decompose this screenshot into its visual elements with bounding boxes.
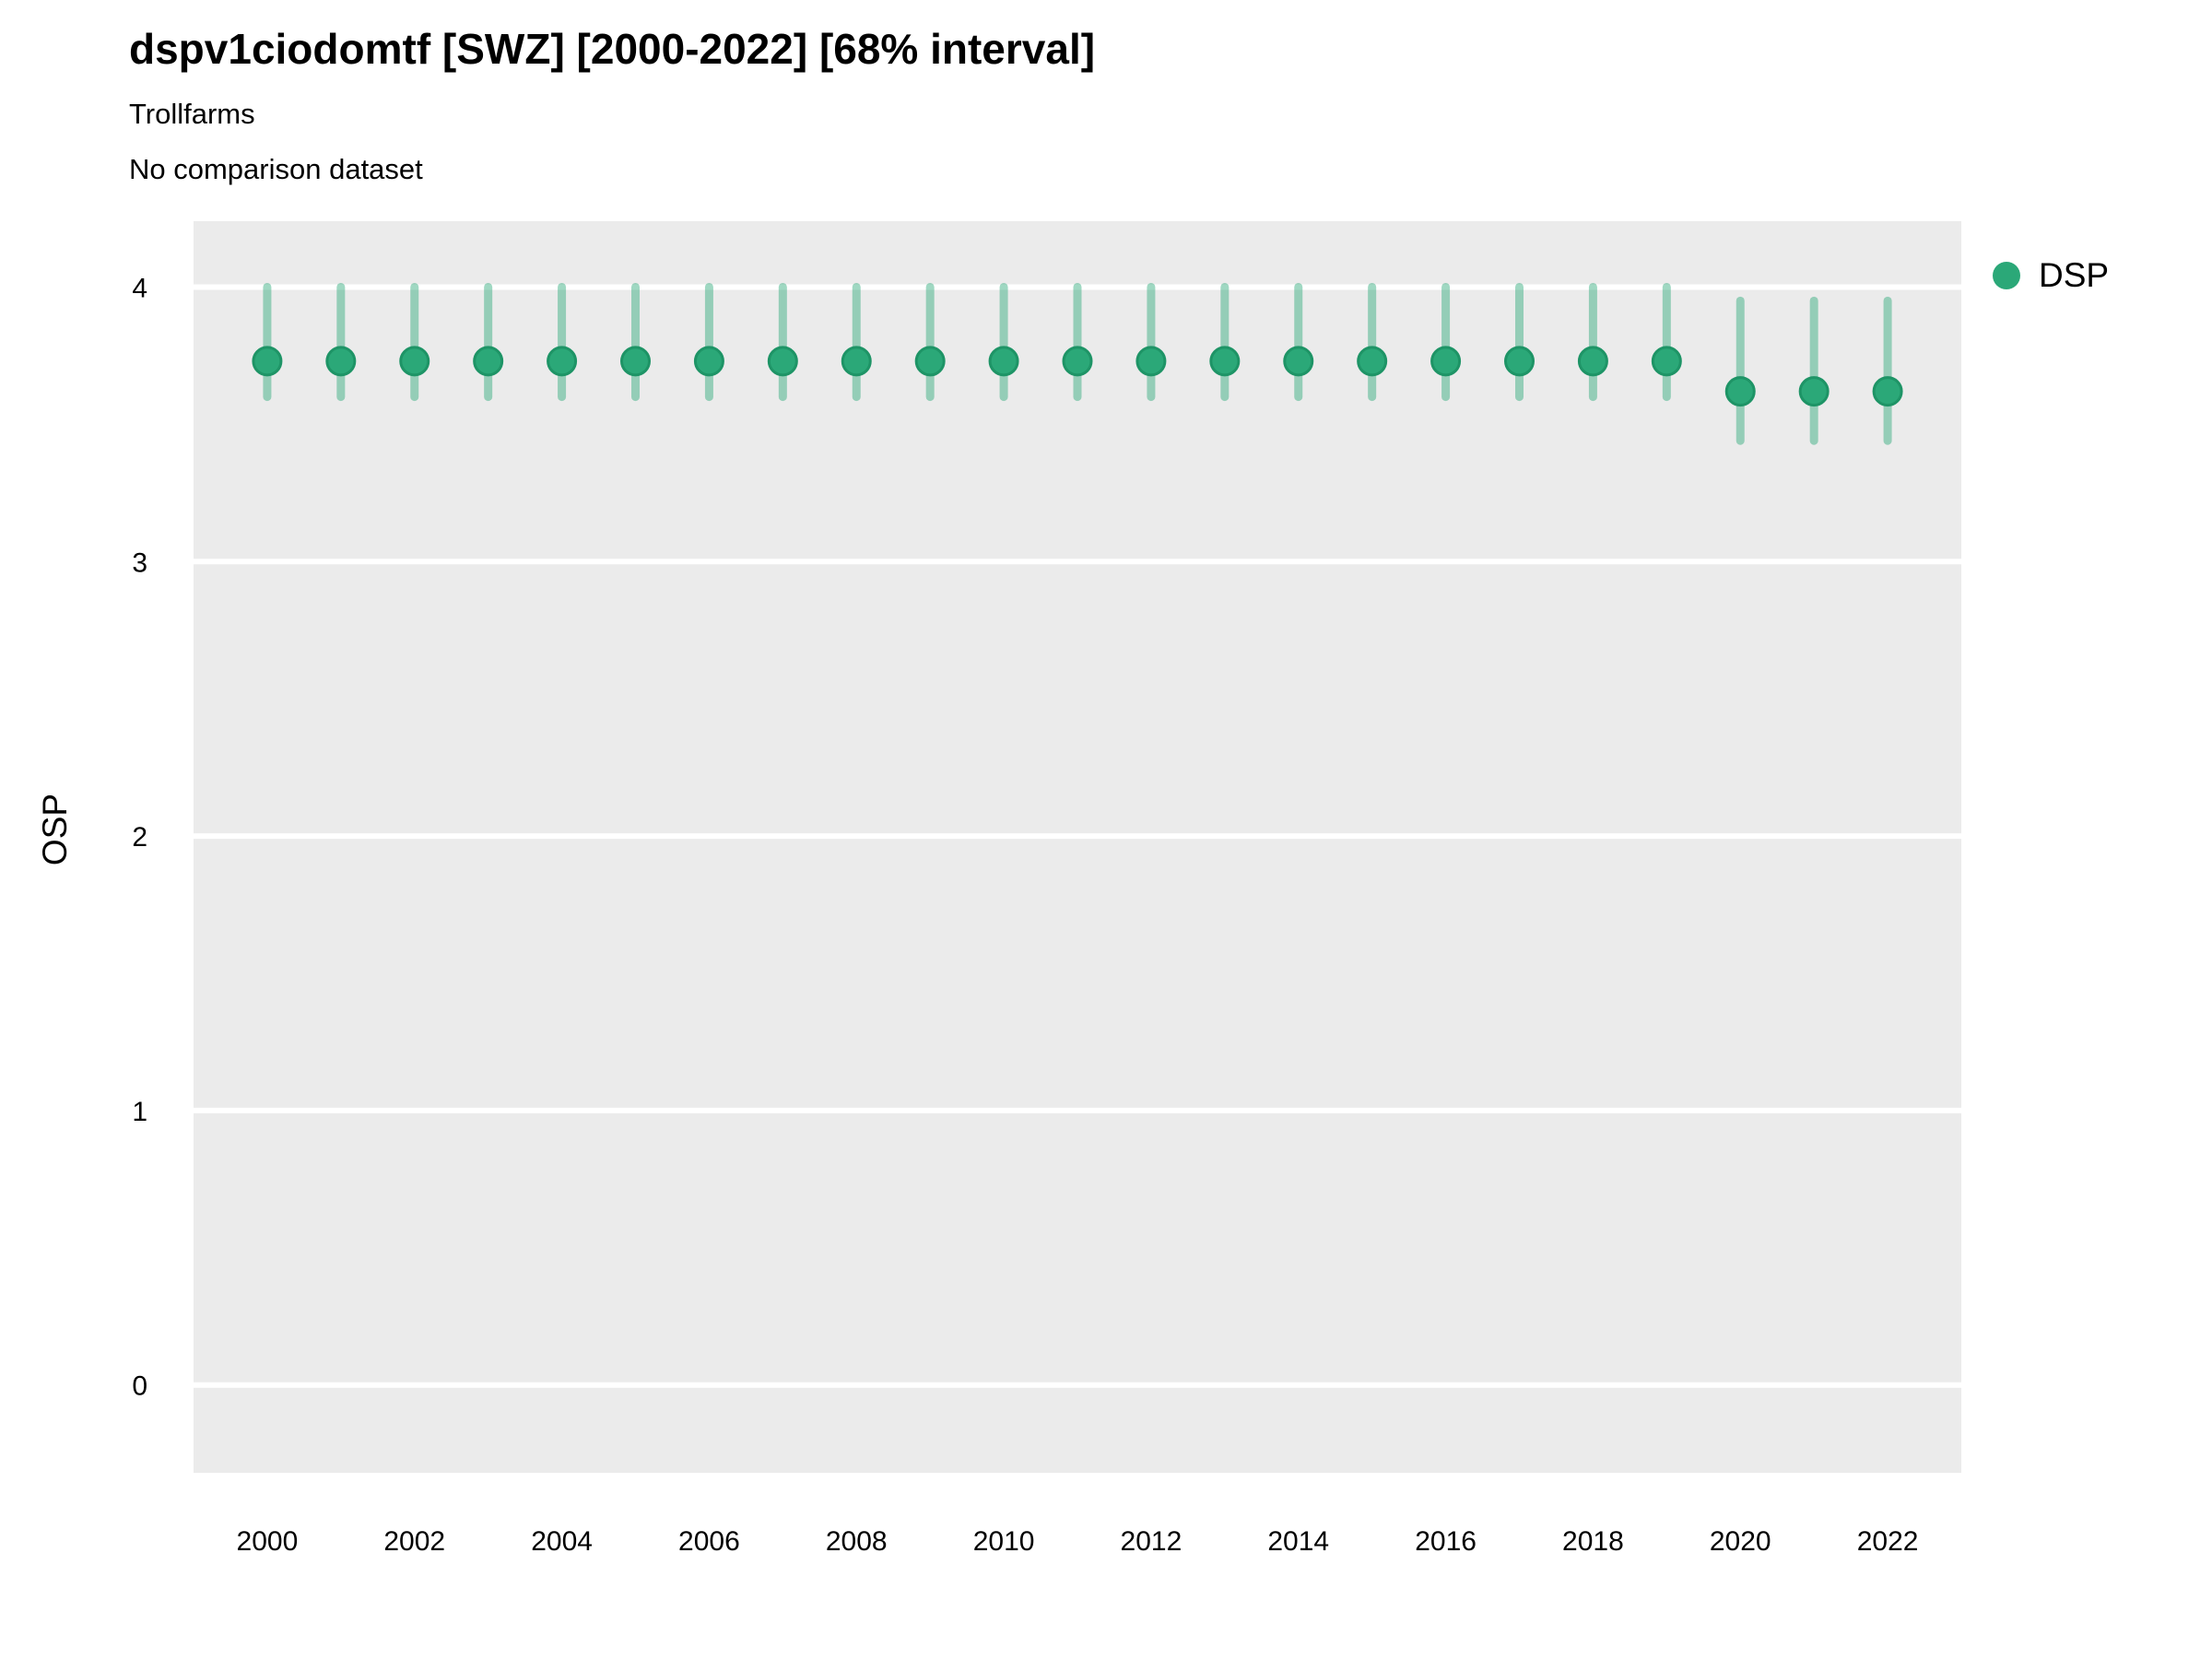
data-point-dsp-2013 [1209, 346, 1241, 377]
data-point-dsp-2000 [252, 346, 283, 377]
data-point-dsp-2021 [1798, 376, 1830, 407]
data-point-dsp-2017 [1504, 346, 1535, 377]
legend: DSP [1993, 256, 2109, 295]
x-tick-label-2010: 2010 [973, 1526, 1035, 1557]
plot-panel [194, 221, 1961, 1473]
chart-title: dspv1ciodomtf [SWZ] [2000-2022] [68% int… [129, 25, 1096, 73]
data-point-dsp-2011 [1062, 346, 1093, 377]
data-point-dsp-2009 [914, 346, 946, 377]
data-point-dsp-2022 [1872, 376, 1903, 407]
data-point-dsp-2005 [620, 346, 651, 377]
x-tick-label-2004: 2004 [531, 1526, 593, 1557]
data-point-dsp-2020 [1724, 376, 1756, 407]
x-tick-label-2016: 2016 [1415, 1526, 1477, 1557]
x-tick-label-2018: 2018 [1562, 1526, 1624, 1557]
data-point-dsp-2018 [1577, 346, 1608, 377]
data-point-dsp-2016 [1430, 346, 1462, 377]
data-point-dsp-2002 [399, 346, 430, 377]
x-tick-label-2012: 2012 [1121, 1526, 1182, 1557]
data-point-dsp-2010 [988, 346, 1019, 377]
data-point-dsp-2007 [767, 346, 798, 377]
data-point-dsp-2001 [325, 346, 357, 377]
data-point-dsp-2012 [1135, 346, 1167, 377]
y-tick-label-1: 1 [132, 1097, 147, 1127]
data-point-dsp-2003 [473, 346, 504, 377]
x-tick-label-2008: 2008 [826, 1526, 888, 1557]
chart-subtitle: Trollfarms [129, 98, 255, 130]
comparison-note: No comparison dataset [129, 153, 423, 185]
x-tick-label-2000: 2000 [237, 1526, 299, 1557]
data-point-dsp-2006 [693, 346, 724, 377]
data-point-dsp-2008 [841, 346, 872, 377]
data-point-dsp-2014 [1283, 346, 1314, 377]
data-point-dsp-2019 [1651, 346, 1682, 377]
x-tick-label-2002: 2002 [383, 1526, 445, 1557]
data-point-dsp-2004 [547, 346, 578, 377]
x-tick-label-2014: 2014 [1267, 1526, 1329, 1557]
y-tick-label-3: 3 [132, 547, 147, 578]
y-axis-title: OSP [36, 793, 74, 866]
y-tick-label-2: 2 [132, 822, 147, 853]
y-tick-label-0: 0 [132, 1371, 147, 1402]
x-tick-label-2022: 2022 [1857, 1526, 1919, 1557]
x-tick-label-2020: 2020 [1710, 1526, 1771, 1557]
data-point-dsp-2015 [1357, 346, 1388, 377]
y-tick-label-4: 4 [132, 273, 147, 303]
legend-label-dsp: DSP [2039, 256, 2110, 294]
x-tick-label-2006: 2006 [678, 1526, 740, 1557]
legend-marker-dsp-icon [1993, 262, 2020, 289]
